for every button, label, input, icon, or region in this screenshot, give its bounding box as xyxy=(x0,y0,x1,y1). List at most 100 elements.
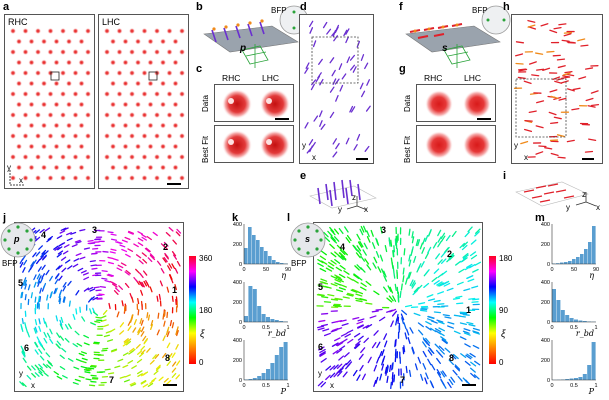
orientation-stick xyxy=(401,309,408,316)
orientation-stick xyxy=(415,238,419,247)
orientation-stick xyxy=(26,365,32,371)
y-tick-label: 200 xyxy=(541,358,550,364)
panel-m-label: m xyxy=(535,212,545,224)
orientation-stick xyxy=(414,363,418,371)
orientation-stick xyxy=(515,53,524,57)
orientation-stick xyxy=(339,84,344,92)
orientation-stick xyxy=(147,314,151,321)
orientation-stick xyxy=(47,361,54,367)
orientation-stick xyxy=(139,352,145,358)
lattice-spot xyxy=(159,38,167,45)
orientation-stick xyxy=(320,278,328,282)
orientation-stick xyxy=(100,319,107,322)
orientation-stick xyxy=(419,242,424,250)
lattice-spot xyxy=(59,132,67,140)
orientation-stick xyxy=(64,337,70,343)
orientation-stick xyxy=(22,357,27,364)
orientation-stick xyxy=(404,332,408,340)
orientation-stick xyxy=(106,274,113,278)
orientation-stick xyxy=(590,90,599,94)
orientation-stick xyxy=(432,242,438,249)
orientation-stick xyxy=(75,252,82,257)
y-tick-label: 0 xyxy=(547,320,550,326)
lattice-spot xyxy=(22,174,29,182)
orientation-stick xyxy=(386,297,393,303)
lattice-spot xyxy=(47,153,54,161)
orientation-stick xyxy=(402,275,405,283)
orientation-stick xyxy=(437,259,443,265)
orientation-stick xyxy=(21,348,26,354)
orientation-stick xyxy=(175,296,178,303)
orientation-stick xyxy=(404,277,408,285)
panel-l-bfp: BFP xyxy=(291,259,307,268)
orientation-stick xyxy=(117,264,124,269)
orientation-stick xyxy=(342,249,348,256)
orientation-stick xyxy=(360,255,366,262)
orientation-stick xyxy=(412,289,419,296)
lattice-spot xyxy=(65,164,73,171)
orientation-stick xyxy=(79,228,86,232)
orientation-stick xyxy=(523,80,532,85)
orientation-stick xyxy=(39,355,45,361)
lattice-spot xyxy=(103,69,111,77)
orientation-stick xyxy=(440,232,446,240)
orientation-stick xyxy=(163,320,166,327)
orientation-stick xyxy=(44,321,48,328)
lattice-spot xyxy=(178,153,186,161)
orientation-stick xyxy=(129,382,136,386)
orientation-stick xyxy=(31,372,37,378)
orientation-stick xyxy=(371,310,379,313)
orientation-stick xyxy=(527,24,536,28)
panel-l-image: y x xyxy=(313,222,483,392)
panel-j-region-2: 2 xyxy=(163,242,169,252)
lattice-spot xyxy=(122,122,129,129)
orientation-stick xyxy=(422,350,427,358)
orientation-stick xyxy=(364,258,370,265)
orientation-stick xyxy=(40,252,46,258)
orientation-stick xyxy=(104,368,111,371)
orientation-stick xyxy=(129,347,135,353)
orientation-stick xyxy=(416,284,423,291)
orientation-stick xyxy=(438,327,446,332)
histogram-axes xyxy=(243,340,288,381)
orientation-stick xyxy=(376,238,380,246)
orientation-stick xyxy=(408,369,412,377)
orientation-stick xyxy=(356,320,364,325)
orientation-stick xyxy=(427,229,432,237)
panel-a-axis-arrows xyxy=(9,170,25,186)
orientation-stick xyxy=(590,104,600,107)
orientation-stick xyxy=(468,297,476,300)
orientation-stick xyxy=(341,322,349,327)
orientation-stick xyxy=(171,372,177,378)
orientation-stick xyxy=(133,318,137,325)
orientation-stick xyxy=(124,271,130,276)
orientation-stick xyxy=(360,347,366,354)
orientation-stick xyxy=(417,263,422,270)
lattice-spot xyxy=(147,143,154,150)
orientation-stick xyxy=(371,242,376,249)
orientation-stick xyxy=(584,150,594,153)
orientation-stick xyxy=(317,72,322,79)
orientation-stick xyxy=(172,254,178,260)
orientation-stick xyxy=(37,280,41,287)
orientation-stick xyxy=(359,228,364,236)
orientation-stick xyxy=(339,249,346,256)
orientation-stick xyxy=(110,238,118,241)
orientation-stick xyxy=(38,245,43,250)
panel-l-cbar-bot: 0 xyxy=(499,358,504,367)
orientation-stick xyxy=(37,368,43,374)
orientation-stick xyxy=(24,294,27,301)
panel-g-row-data: Data xyxy=(403,95,412,112)
orientation-stick xyxy=(347,292,355,296)
orientation-stick xyxy=(143,339,148,345)
orientation-stick xyxy=(442,370,447,377)
histogram-bar xyxy=(270,363,275,380)
orientation-stick xyxy=(436,371,442,379)
orientation-stick xyxy=(68,300,71,307)
orientation-stick xyxy=(137,231,144,235)
orientation-stick xyxy=(362,324,370,330)
y-tick-label: 0 xyxy=(547,262,550,268)
orientation-stick xyxy=(371,341,377,349)
orientation-stick xyxy=(336,341,344,347)
lattice-spot xyxy=(84,153,92,161)
